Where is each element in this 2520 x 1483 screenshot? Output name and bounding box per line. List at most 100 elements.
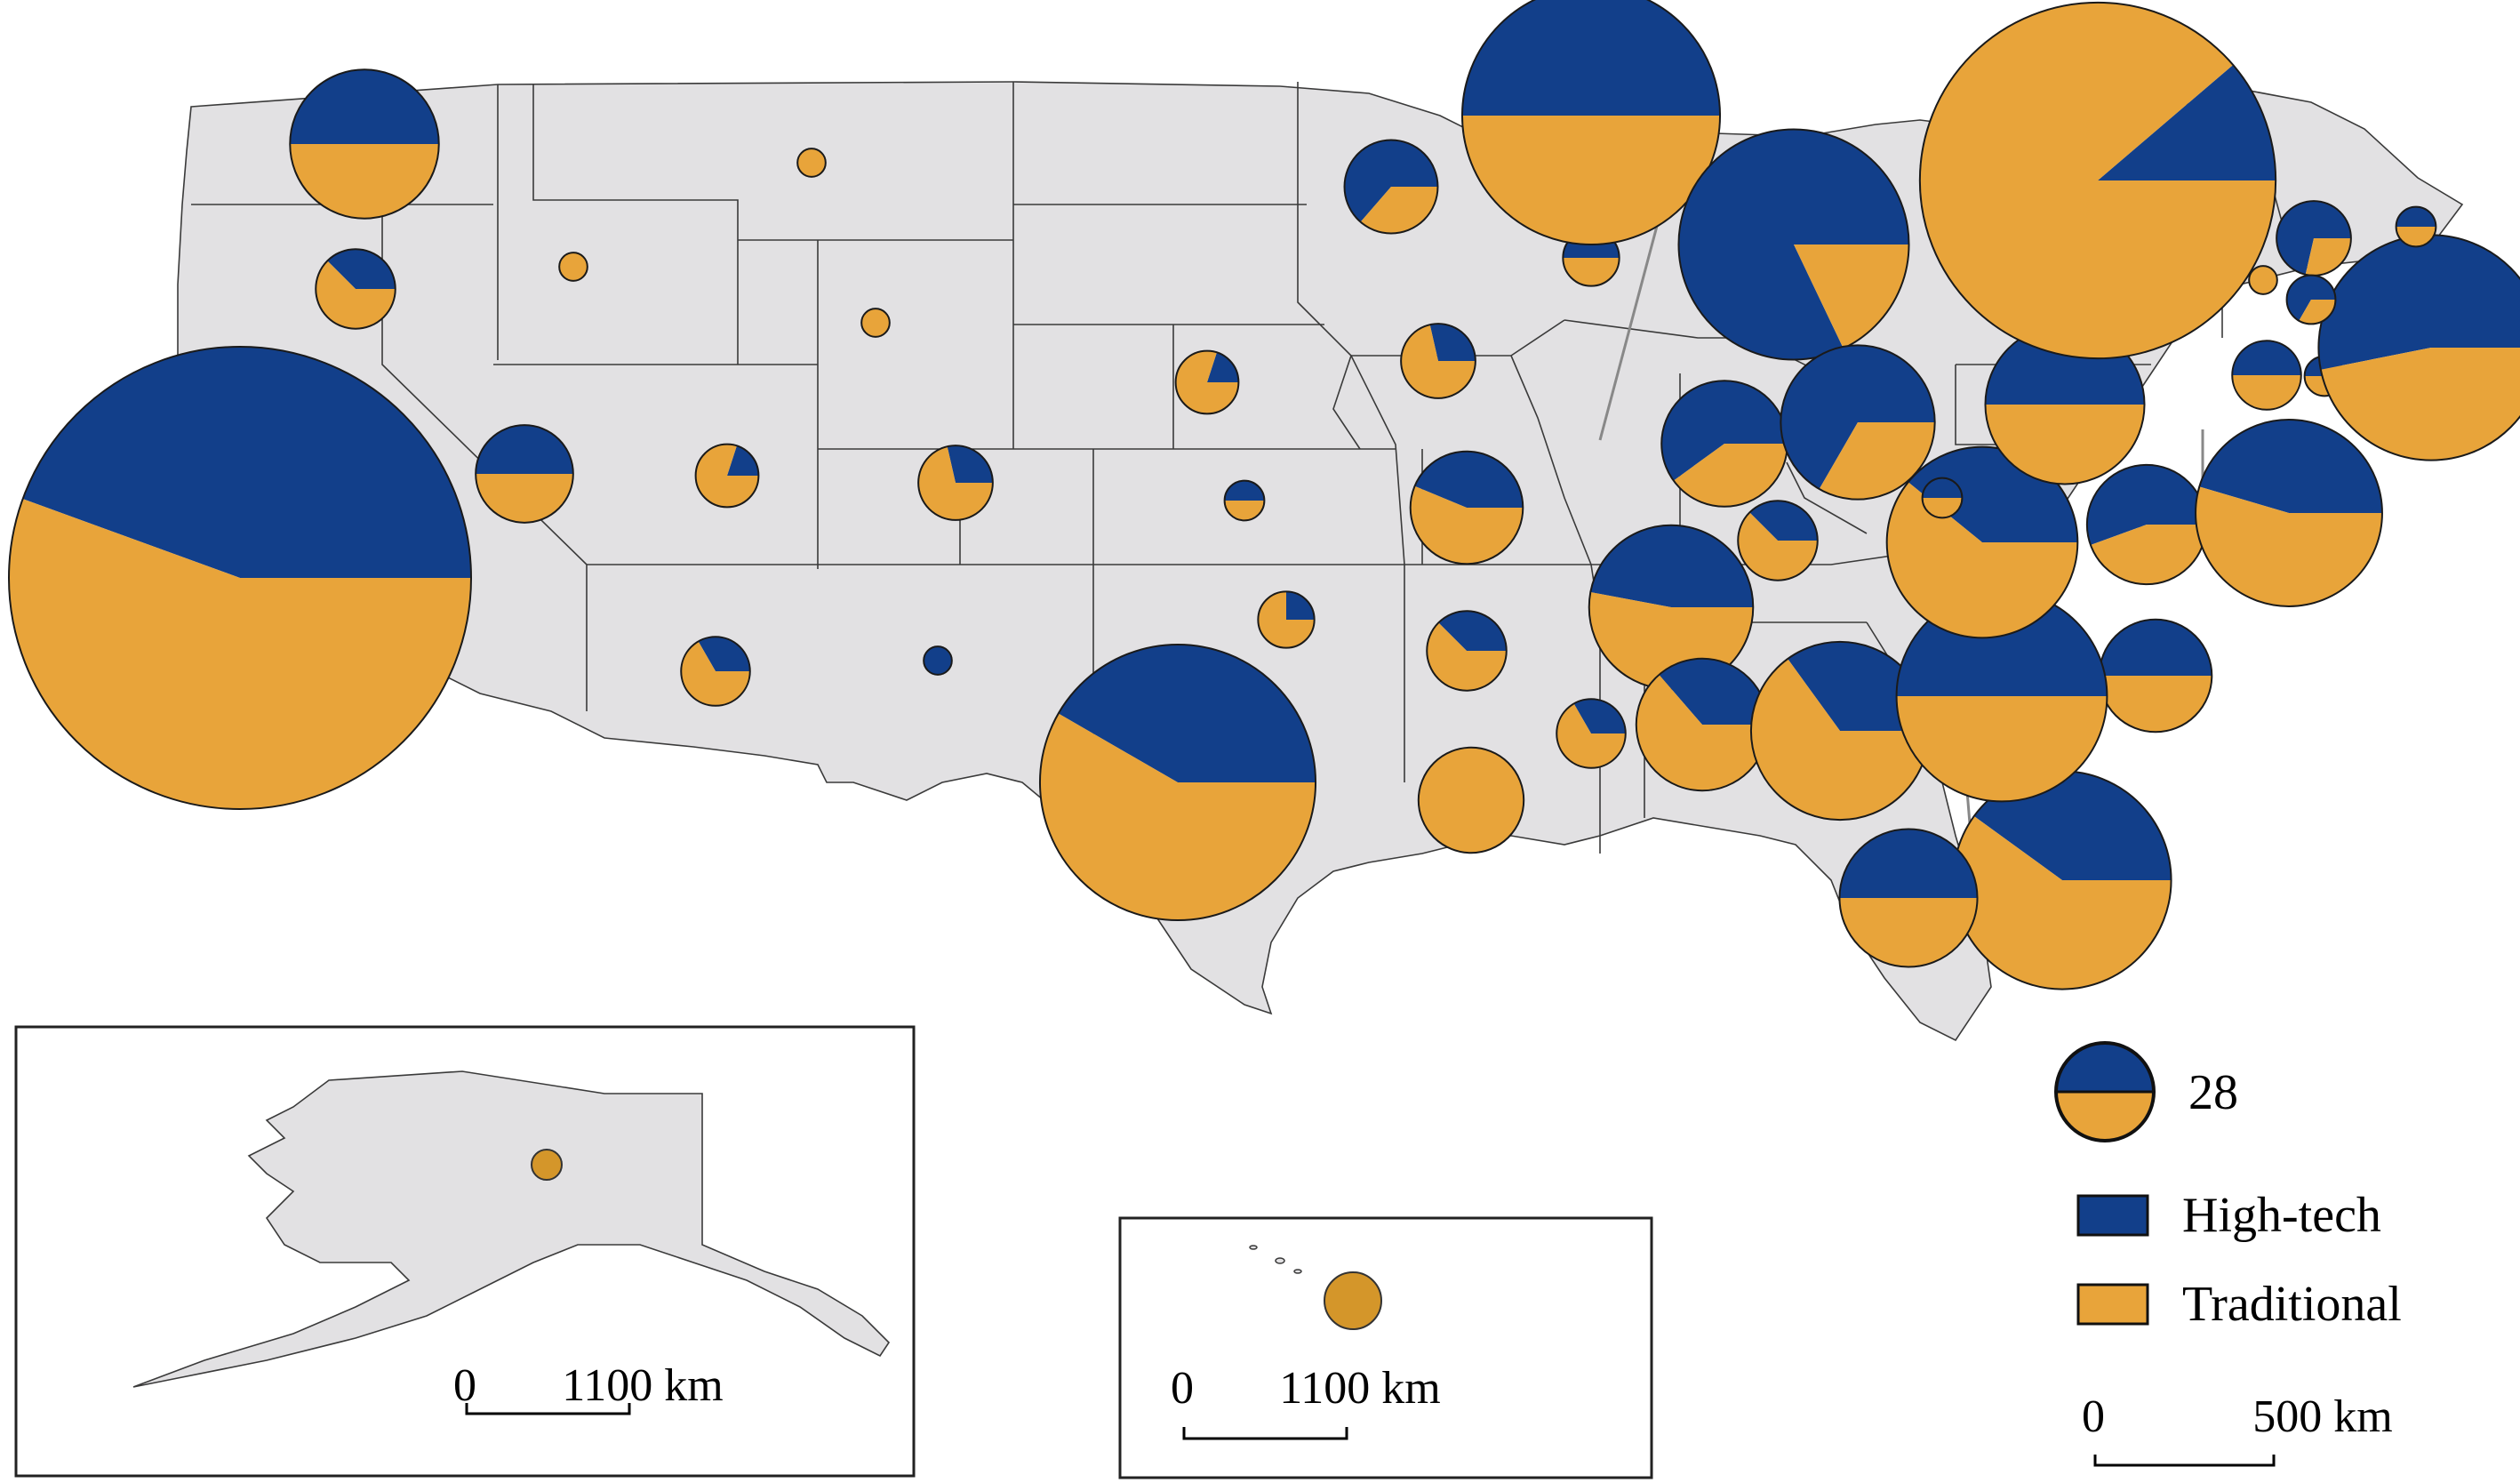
pie-slice-high-tech xyxy=(290,69,439,144)
pie-slice-traditional xyxy=(1819,422,1935,500)
pie-slice-traditional xyxy=(2320,348,2520,461)
pie-outline xyxy=(2395,205,2437,248)
main-scale-bar: 0 500 km xyxy=(2082,1391,2393,1467)
pie-slice-traditional xyxy=(1636,674,1769,791)
pie-outline xyxy=(917,445,994,521)
pie-outline xyxy=(1343,139,1439,235)
pie-slice-traditional xyxy=(1673,444,1788,507)
pie-slice-high-tech xyxy=(1344,140,1438,222)
hawaii-pie-symbol xyxy=(1324,1271,1382,1330)
pie-outline xyxy=(1223,479,1266,522)
legend-category-traditional: Traditional xyxy=(2076,1277,2402,1332)
pie-outline xyxy=(860,308,891,338)
pie-nebraska xyxy=(1174,349,1240,415)
pie-slice-traditional xyxy=(2196,486,2382,606)
pie-outline xyxy=(1921,477,1964,519)
pie-slice-traditional xyxy=(2305,238,2351,276)
pie-west-virginia xyxy=(1921,477,1964,519)
pie-outline xyxy=(1174,349,1240,415)
pie-ohio xyxy=(1780,344,1936,501)
hawaii-inset: 0 1100 km xyxy=(1118,1216,1653,1479)
alaska-pie-symbol xyxy=(531,1149,563,1181)
pie-outline xyxy=(315,248,396,330)
pie-slice-traditional xyxy=(1839,898,1978,967)
pie-outline xyxy=(1780,344,1936,501)
pie-outline xyxy=(1556,698,1627,769)
legend-size-pie-traditional xyxy=(2056,1092,2154,1141)
pie-slice-high-tech xyxy=(1438,611,1507,651)
pie-slice-traditional xyxy=(1896,696,2108,802)
pie-slice-high-tech xyxy=(1414,451,1524,508)
pie-outline xyxy=(1038,643,1317,922)
pie-slice-traditional xyxy=(918,446,993,520)
pie-kentucky xyxy=(1737,500,1819,581)
hawaii-scale-bar: 0 1100 km xyxy=(1171,1363,1441,1440)
pie-slice-high-tech xyxy=(1839,829,1978,898)
pie-outline xyxy=(289,68,440,220)
alaska-inset: 0 1100 km xyxy=(14,1025,916,1478)
pie-slice-traditional xyxy=(2396,227,2436,247)
pie-alabama xyxy=(1635,657,1770,792)
pie-louisiana xyxy=(1417,746,1525,854)
pie-slice-high-tech xyxy=(1058,644,1316,782)
pie-slice-traditional xyxy=(2090,525,2207,585)
pie-slice-traditional xyxy=(1953,815,2172,990)
pie-slice-traditional xyxy=(1738,512,1818,581)
pie-slice-traditional xyxy=(1224,501,1265,521)
legend-size-label: 28 xyxy=(2188,1065,2238,1120)
pie-slice-traditional xyxy=(1919,2,2276,359)
pie-colorado xyxy=(917,445,994,521)
pie-pennsylvania xyxy=(1984,324,2146,485)
pie-slice-high-tech xyxy=(2086,464,2207,545)
pie-outline xyxy=(1461,0,1721,245)
pie-slice-traditional xyxy=(681,641,750,706)
pie-slice-high-tech xyxy=(1461,0,1721,116)
pie-outline xyxy=(1885,445,2079,639)
pie-slice-traditional xyxy=(695,444,759,508)
pie-nevada xyxy=(475,424,574,524)
pie-florida xyxy=(1952,770,2172,990)
pie-slice-high-tech xyxy=(924,646,952,675)
legend-label-traditional: Traditional xyxy=(2182,1277,2402,1332)
pie-slice-high-tech xyxy=(1286,591,1315,620)
legend-size-pie-high-tech xyxy=(2056,1043,2154,1092)
legend: 28 High-tech Traditional 0 500 km xyxy=(2054,1041,2402,1467)
pie-slice-traditional xyxy=(2249,266,2277,294)
pie-outline xyxy=(1918,1,2277,360)
pie-slice-high-tech xyxy=(2396,206,2436,227)
pie-outline xyxy=(1409,450,1524,565)
pie-new-york xyxy=(1918,1,2277,360)
pie-new-hampshire xyxy=(2285,274,2337,325)
pie-california xyxy=(8,346,472,810)
pie-slice-high-tech xyxy=(1788,641,1930,731)
pie-utah xyxy=(694,443,760,509)
pie-slice-traditional xyxy=(1563,258,1620,286)
pie-outline xyxy=(796,148,827,178)
pie-montana xyxy=(796,148,827,178)
pie-minnesota xyxy=(1343,139,1439,235)
pie-slice-traditional xyxy=(861,309,890,337)
legend-swatch-high-tech xyxy=(2076,1194,2149,1237)
pie-slice-high-tech xyxy=(1780,345,1935,490)
pie-slice-high-tech xyxy=(947,445,993,483)
pie-wyoming xyxy=(860,308,891,338)
pie-new-mexico xyxy=(923,645,953,676)
pie-slice-traditional xyxy=(290,144,439,219)
pie-slice-high-tech xyxy=(2286,275,2336,321)
pie-slice-traditional xyxy=(1794,244,1909,349)
pie-connecticut xyxy=(2231,340,2302,411)
pie-slice-high-tech xyxy=(2099,619,2212,676)
pie-outline xyxy=(1426,610,1508,692)
pie-slice-traditional xyxy=(1461,116,1721,245)
pie-slice-traditional xyxy=(2232,375,2301,410)
pie-slice-traditional xyxy=(1418,747,1524,854)
pie-outline xyxy=(1257,590,1316,649)
pie-texas xyxy=(1038,643,1317,922)
pie-indiana xyxy=(1660,380,1788,508)
pie-washington xyxy=(289,68,440,220)
pie-slice-traditional xyxy=(1039,713,1316,921)
pie-outline xyxy=(8,346,472,810)
pie-slice-high-tech xyxy=(1207,352,1239,382)
pie-slice-traditional xyxy=(476,474,573,523)
